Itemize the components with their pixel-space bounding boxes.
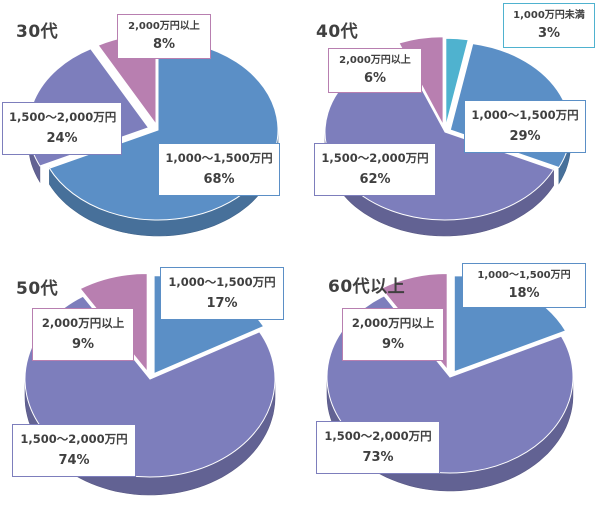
label-value: 6% xyxy=(363,71,387,86)
label-category: 1,000～1,500万円 xyxy=(477,270,571,281)
label-value: 9% xyxy=(381,337,405,352)
data-label-under-1000: 1,000万円未満 3% xyxy=(503,3,595,48)
pie-panel-50s: 50代 1,000～1,500万円 17% 2,000万円以上 9% 1,500… xyxy=(0,259,300,518)
chart-title: 40代 xyxy=(316,22,359,42)
label-category: 1,000～1,500万円 xyxy=(168,275,276,289)
pie-panel-40s: 40代 1,000万円未満 3% 2,000万円以上 6% 1,000～1,50… xyxy=(300,0,600,259)
data-label-over-2000: 2,000万円以上 9% xyxy=(342,308,444,361)
data-label-1500-2000: 1,500～2,000万円 74% xyxy=(12,424,136,477)
label-category: 2,000万円以上 xyxy=(339,55,411,66)
label-category: 1,000万円未満 xyxy=(513,10,585,21)
label-category: 1,500～2,000万円 xyxy=(321,151,429,165)
label-value: 9% xyxy=(71,337,95,352)
label-value: 3% xyxy=(537,26,561,41)
data-label-1000-1500: 1,000～1,500万円 29% xyxy=(464,100,586,153)
chart-title: 60代以上 xyxy=(328,277,406,297)
label-value: 62% xyxy=(359,172,391,187)
pie-slice-0 xyxy=(445,37,469,127)
label-category: 1,500～2,000万円 xyxy=(324,429,432,443)
data-label-over-2000: 2,000万円以上 6% xyxy=(328,48,422,93)
label-value: 68% xyxy=(203,172,235,187)
label-category: 1,500～2,000万円 xyxy=(20,432,128,446)
label-value: 24% xyxy=(46,131,78,146)
data-label-1000-1500: 1,000～1,500万円 18% xyxy=(462,263,586,308)
data-label-1500-2000: 1,500～2,000万円 24% xyxy=(2,102,122,155)
chart-title: 30代 xyxy=(16,22,59,42)
pie-panel-60s-plus: 60代以上 1,000～1,500万円 18% 2,000万円以上 9% 1,5… xyxy=(300,259,600,518)
label-category: 2,000万円以上 xyxy=(41,316,125,330)
label-value: 29% xyxy=(509,129,541,144)
label-category: 1,000～1,500万円 xyxy=(165,151,273,165)
pie-panel-30s: 30代 2,000万円以上 8% 1,500～2,000万円 24% 1,000… xyxy=(0,0,300,259)
label-value: 18% xyxy=(508,286,540,301)
label-category: 2,000万円以上 xyxy=(351,316,435,330)
label-category: 2,000万円以上 xyxy=(128,21,200,32)
label-category: 1,000～1,500万円 xyxy=(471,108,579,122)
data-label-over-2000: 2,000万円以上 9% xyxy=(32,308,134,361)
chart-title: 50代 xyxy=(16,279,59,299)
data-label-1500-2000: 1,500～2,000万円 62% xyxy=(314,143,436,196)
label-category: 1,500～2,000万円 xyxy=(9,110,117,124)
label-value: 8% xyxy=(152,37,176,52)
data-label-over-2000: 2,000万円以上 8% xyxy=(117,14,211,59)
label-value: 74% xyxy=(58,453,90,468)
data-label-1000-1500: 1,000～1,500万円 17% xyxy=(160,267,284,320)
data-label-1000-1500: 1,000～1,500万円 68% xyxy=(158,143,280,196)
data-label-1500-2000: 1,500～2,000万円 73% xyxy=(316,421,440,474)
label-value: 17% xyxy=(206,296,238,311)
label-value: 73% xyxy=(362,450,394,465)
